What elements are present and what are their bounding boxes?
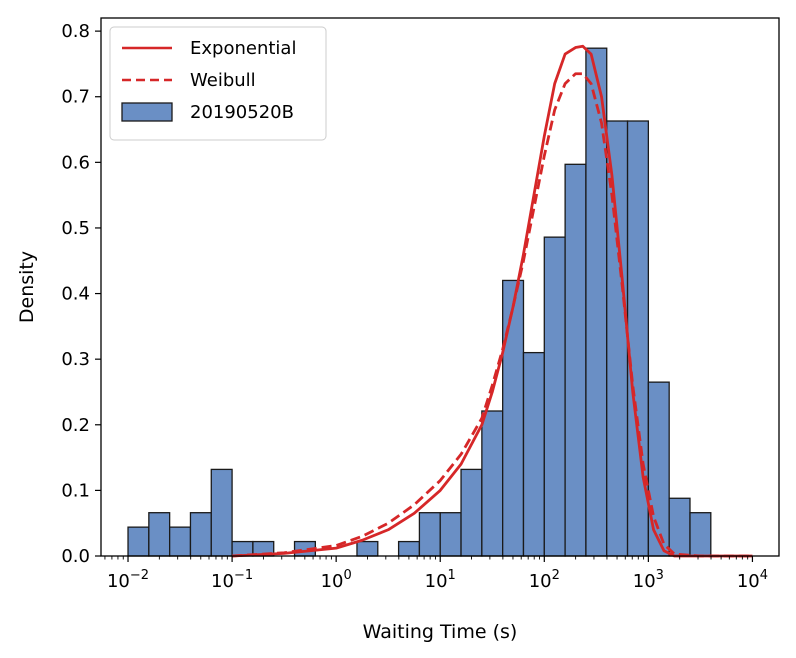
y-tick-label: 0.6: [61, 152, 90, 173]
legend-weibull-label: Weibull: [190, 70, 256, 91]
legend-histogram-label: 20190520B: [190, 102, 294, 123]
y-tick-label: 0.2: [61, 415, 90, 436]
histogram-bars: [127, 47, 712, 557]
histogram-bar: [564, 163, 587, 557]
y-tick-label: 0.4: [61, 284, 90, 305]
histogram-bar: [127, 526, 150, 557]
histogram-bar: [647, 381, 670, 557]
x-axis-ticks: 10−2 10−1 100 101 102 103 104: [104, 556, 768, 592]
histogram-bar: [481, 410, 504, 557]
histogram-bar: [189, 512, 212, 557]
legend-exponential-label: Exponential: [190, 38, 296, 59]
y-axis-label: Density: [16, 251, 38, 323]
x-tick-label: 103: [633, 568, 664, 592]
curve-exponential: [232, 44, 753, 558]
histogram-bar: [397, 540, 421, 557]
y-tick-label: 0.7: [61, 87, 90, 108]
y-tick-label: 0.0: [61, 546, 90, 567]
x-tick-label: 101: [425, 568, 456, 592]
histogram-bar: [418, 512, 441, 557]
y-tick-label: 0.1: [61, 480, 90, 501]
histogram-bar: [689, 512, 712, 557]
histogram-bar: [585, 47, 608, 557]
x-tick-label: 100: [321, 568, 352, 592]
x-tick-label: 104: [737, 568, 768, 592]
x-tick-label: 102: [529, 568, 560, 592]
legend-histogram-swatch: [121, 102, 173, 122]
histogram-bar: [210, 468, 233, 557]
x-tick-label: 10−1: [211, 568, 253, 592]
histogram-bar: [148, 512, 171, 557]
y-tick-label: 0.5: [61, 218, 90, 239]
histogram-bar: [522, 351, 545, 557]
histogram-bar: [356, 540, 379, 557]
histogram-bar: [502, 279, 525, 557]
y-tick-label: 0.3: [61, 349, 90, 370]
histogram-bar: [668, 497, 691, 557]
x-tick-label: 10−2: [107, 568, 149, 592]
x-axis-label: Waiting Time (s): [363, 621, 518, 643]
histogram-bar: [543, 236, 566, 557]
histogram-bar: [460, 468, 483, 557]
legend: Exponential Weibull 20190520B: [109, 26, 327, 141]
curve-weibull: [232, 72, 753, 558]
fit-curves: [232, 44, 753, 558]
histogram-bar: [168, 526, 192, 557]
histogram-bar: [439, 512, 462, 557]
y-axis-ticks: 0.0 0.1 0.2 0.3 0.4 0.5 0.6 0.7 0.8: [61, 21, 101, 567]
y-tick-label: 0.8: [61, 21, 90, 42]
